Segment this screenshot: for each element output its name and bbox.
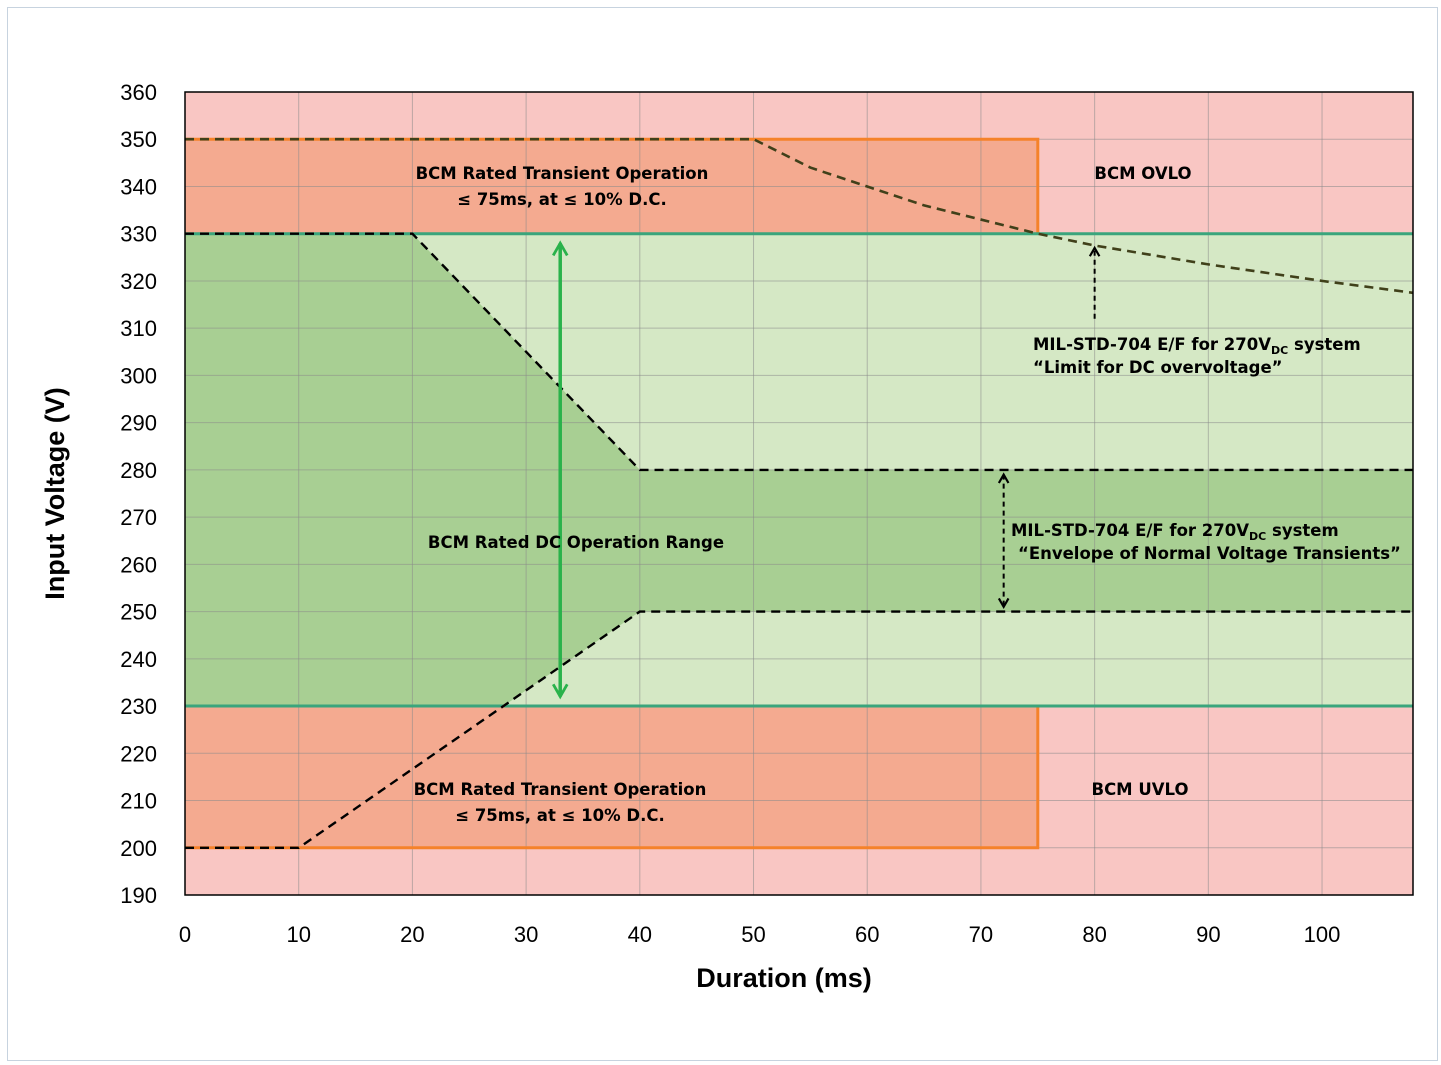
- y-tick-label: 360: [120, 80, 157, 105]
- x-tick-label: 0: [179, 922, 191, 947]
- x-tick-label: 60: [855, 922, 879, 947]
- ovlo-label: BCM OVLO: [1094, 164, 1191, 183]
- x-tick-label: 20: [400, 922, 424, 947]
- plot-border: [184, 91, 1414, 896]
- y-tick-label: 290: [120, 411, 157, 436]
- overvoltage-limit-label: MIL-STD-704 E/F for 270VDC system: [1033, 335, 1361, 357]
- envelope-upper-line: [185, 232, 1413, 472]
- y-tick-label: 270: [120, 505, 157, 530]
- x-tick-label: 10: [286, 922, 310, 947]
- y-tick-label: 200: [120, 836, 157, 861]
- y-tick-label: 330: [120, 222, 157, 247]
- lower-transient-label: BCM Rated Transient Operation: [414, 780, 707, 799]
- normal-transients-label: MIL-STD-704 E/F for 270VDC system: [1011, 521, 1339, 543]
- uvlo-label: BCM UVLO: [1092, 780, 1189, 799]
- x-tick-label: 30: [514, 922, 538, 947]
- x-tick-label: 40: [628, 922, 652, 947]
- upper-transient-sublabel: ≤ 75ms, at ≤ 10% D.C.: [457, 190, 666, 209]
- y-tick-label: 230: [120, 694, 157, 719]
- y-tick-label: 300: [120, 363, 157, 388]
- upper-transient-border: [185, 137, 1040, 234]
- x-tick-label: 90: [1196, 922, 1220, 947]
- x-tick-label: 50: [741, 922, 765, 947]
- y-tick-label: 210: [120, 789, 157, 814]
- y-tick-label: 220: [120, 741, 157, 766]
- lower-transient-sublabel: ≤ 75ms, at ≤ 10% D.C.: [455, 806, 664, 825]
- envelope-lower-line: [185, 610, 1413, 849]
- lower-transient-region: [185, 706, 1038, 848]
- y-tick-label: 320: [120, 269, 157, 294]
- y-tick-label: 260: [120, 552, 157, 577]
- y-tick-label: 310: [120, 316, 157, 341]
- dc-overvoltage-limit-line: [185, 137, 1414, 295]
- y-tick-label: 190: [120, 883, 157, 908]
- overvoltage-limit-sublabel: “Limit for DC overvoltage”: [1033, 358, 1282, 377]
- x-axis-title: Duration (ms): [696, 963, 872, 993]
- lower-transient-border: [185, 706, 1040, 850]
- x-tick-label: 70: [969, 922, 993, 947]
- y-axis-title: Input Voltage (V): [40, 387, 70, 599]
- normal-transient-envelope-region: [185, 233, 1413, 707]
- upper-transient-label: BCM Rated Transient Operation: [416, 164, 709, 183]
- y-tick-label: 340: [120, 174, 157, 199]
- normal-transients-sublabel: “Envelope of Normal Voltage Transients”: [1018, 544, 1401, 563]
- y-tick-label: 250: [120, 600, 157, 625]
- x-tick-label: 80: [1082, 922, 1106, 947]
- x-tick-label: 100: [1304, 922, 1341, 947]
- y-tick-label: 280: [120, 458, 157, 483]
- y-tick-label: 240: [120, 647, 157, 672]
- rated-dc-range-label: BCM Rated DC Operation Range: [428, 533, 724, 552]
- y-tick-label: 350: [120, 127, 157, 152]
